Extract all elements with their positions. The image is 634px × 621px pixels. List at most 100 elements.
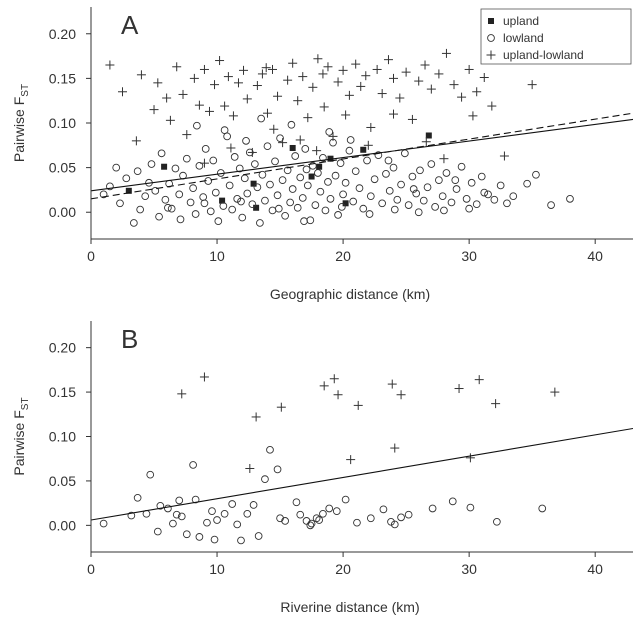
data-point	[366, 514, 375, 523]
data-point	[219, 202, 228, 210]
data-point	[268, 206, 277, 215]
data-point	[325, 504, 334, 513]
data-point	[351, 167, 360, 176]
data-point	[220, 126, 229, 134]
series-lowland	[99, 114, 574, 227]
data-point	[390, 205, 399, 214]
data-point	[425, 132, 432, 139]
data-point	[266, 180, 274, 189]
data-point	[353, 400, 363, 410]
data-point	[157, 149, 166, 158]
data-point	[298, 194, 307, 202]
data-point	[366, 192, 375, 201]
x-tick-label: 20	[335, 248, 351, 264]
data-point	[136, 205, 145, 214]
y-tick-label: 0.00	[49, 517, 76, 533]
data-point	[261, 475, 269, 483]
data-point	[449, 80, 459, 90]
data-point	[199, 158, 209, 168]
data-point	[393, 195, 402, 204]
data-point	[355, 184, 364, 192]
data-point	[300, 217, 308, 226]
data-point	[238, 213, 247, 222]
data-point	[273, 465, 282, 474]
data-point	[312, 514, 321, 523]
y-axis-label-main: Pairwise F	[11, 410, 27, 475]
data-point	[153, 527, 162, 536]
data-point	[242, 94, 252, 104]
data-point	[566, 194, 574, 203]
y-tick-label: 0.10	[49, 429, 76, 445]
x-axis-label: Riverine distance (km)	[280, 599, 419, 615]
data-point	[464, 64, 474, 74]
x-tick-label: 40	[587, 561, 603, 577]
data-point	[195, 161, 204, 170]
data-point	[131, 136, 141, 146]
data-point	[215, 56, 225, 66]
data-point	[291, 152, 300, 160]
data-point	[454, 384, 464, 394]
data-point	[523, 179, 531, 188]
data-point	[289, 144, 296, 151]
data-point	[382, 170, 390, 178]
data-point	[242, 136, 250, 145]
data-point	[311, 201, 320, 209]
data-point	[191, 210, 200, 218]
data-point	[191, 495, 200, 504]
data-point	[440, 206, 448, 215]
data-point	[509, 192, 518, 201]
data-point	[175, 496, 184, 505]
data-point	[220, 509, 229, 518]
data-point	[332, 507, 341, 515]
data-point	[223, 132, 231, 141]
trend-line	[91, 118, 633, 192]
data-point	[228, 500, 237, 508]
data-point	[172, 62, 182, 72]
data-point	[316, 187, 325, 196]
data-point	[186, 198, 195, 207]
data-point	[321, 206, 330, 215]
data-point	[243, 189, 252, 198]
data-point	[333, 390, 343, 400]
data-point	[269, 124, 279, 134]
data-point	[199, 372, 209, 382]
y-axis-label: Pairwise FST	[11, 84, 31, 162]
data-point	[211, 188, 220, 197]
data-point	[385, 186, 394, 195]
x-tick-label: 10	[209, 248, 225, 264]
data-point	[276, 402, 286, 412]
data-point	[288, 185, 297, 193]
data-point	[447, 198, 456, 207]
data-point	[423, 183, 432, 192]
data-point	[228, 205, 237, 214]
data-point	[465, 453, 475, 463]
legend-entry-upland-lowland: upland-lowland	[486, 48, 584, 62]
data-point	[333, 77, 343, 87]
data-point	[421, 137, 431, 147]
data-point	[146, 470, 155, 479]
data-point	[112, 163, 121, 172]
data-point	[404, 201, 413, 209]
data-point	[167, 204, 176, 213]
series-lowland	[99, 445, 547, 545]
data-point	[466, 503, 475, 512]
legend-entry-upland: upland	[488, 14, 539, 28]
data-point	[328, 131, 338, 141]
data-point	[248, 200, 257, 209]
data-point	[487, 101, 497, 111]
data-point	[428, 504, 437, 513]
data-point	[273, 91, 283, 101]
data-point	[457, 92, 467, 102]
data-point	[378, 199, 387, 208]
data-point	[193, 121, 201, 130]
data-point	[151, 186, 160, 195]
y-axis-label-subscript: ST	[20, 397, 31, 410]
data-point	[99, 519, 108, 528]
data-point	[427, 160, 436, 168]
data-point	[472, 87, 482, 97]
data-point	[199, 193, 208, 201]
data-point	[451, 176, 460, 184]
data-point	[118, 87, 128, 97]
data-point	[308, 161, 317, 170]
